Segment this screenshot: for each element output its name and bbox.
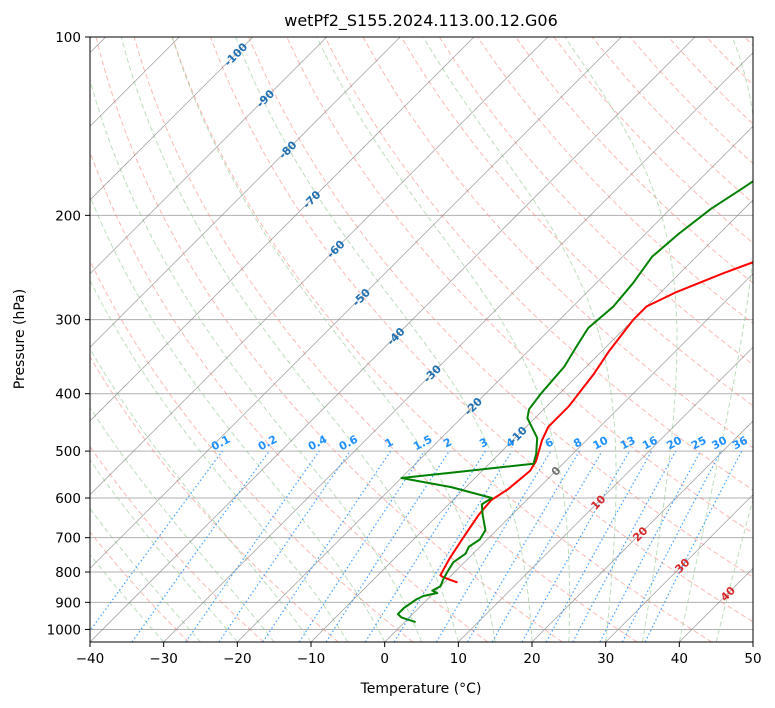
- mixing-ratio-line: [435, 450, 552, 642]
- y-tick-label: 900: [55, 595, 81, 611]
- y-tick-label: 1000: [47, 622, 81, 638]
- x-axis: −40 −30 −20 −10 0 10 20 30 40 50: [76, 642, 762, 667]
- isotherm: [90, 37, 548, 496]
- y-tick-label: 500: [55, 444, 81, 460]
- y-tick-label: 600: [55, 491, 81, 507]
- dry-adiabat: [553, 37, 753, 244]
- y-tick-label: 100: [55, 30, 81, 46]
- isotherm: [531, 420, 753, 642]
- isotherm: [90, 37, 475, 422]
- mixing-ratio-label: 25: [689, 434, 709, 453]
- dry-adiabat: [248, 37, 753, 578]
- moist-adiabat: [316, 37, 571, 642]
- dry-adiabat: [400, 37, 753, 407]
- moist-adiabat: [564, 37, 678, 642]
- x-tick-label: 30: [597, 651, 614, 667]
- dry-adiabat: [477, 37, 753, 325]
- dry-adiabat: [133, 37, 638, 642]
- x-tick-label: −20: [223, 651, 252, 667]
- x-tick-label: 40: [671, 651, 688, 667]
- mixing-ratio-line: [466, 450, 580, 642]
- mixing-ratio-label: 16: [640, 434, 660, 453]
- y-tick-label: 800: [55, 565, 81, 581]
- y-tick-label: 700: [55, 531, 81, 547]
- isotherm: [310, 199, 753, 642]
- dry-adiabat: [95, 37, 563, 642]
- mixing-ratio-line: [393, 450, 513, 642]
- moist-adiabat: [678, 37, 753, 642]
- dry-adiabat: [591, 37, 753, 204]
- mixing-ratio-line: [521, 450, 631, 642]
- dry-adiabat: [171, 37, 712, 642]
- dry-adiabat: [90, 531, 190, 642]
- dry-adiabat: [438, 37, 753, 365]
- profiles: [396, 180, 753, 624]
- mixing-ratio-line: [90, 450, 223, 632]
- x-tick-label: 0: [380, 651, 389, 667]
- mixing-ratio-label: 20: [664, 434, 684, 453]
- y-axis-title: Pressure (hPa): [12, 289, 28, 389]
- mixing-ratio-label: 36: [730, 434, 750, 453]
- moist-adiabat: [90, 195, 386, 642]
- mixing-ratio-label: 10: [591, 434, 611, 453]
- moist-adiabat: [235, 37, 533, 642]
- mixing-ratio-label: 13: [618, 434, 638, 453]
- moist-adiabat: [171, 37, 496, 642]
- isotherm: [90, 37, 254, 201]
- y-tick-label: 300: [55, 313, 81, 329]
- dewpoint-profile: [396, 180, 753, 624]
- x-tick-label: −30: [149, 651, 178, 667]
- moist-adiabat: [90, 459, 238, 642]
- moist-adiabat: [715, 497, 753, 642]
- x-tick-label: 10: [450, 651, 467, 667]
- dry-adiabat: [210, 37, 753, 623]
- reference-lines: [90, 37, 753, 642]
- mixing-ratio-line: [572, 450, 677, 642]
- y-tick-label: 400: [55, 387, 81, 403]
- temperature-profile: [439, 261, 753, 584]
- mixing-ratio-line: [131, 450, 270, 642]
- mixing-ratio-line: [491, 450, 603, 642]
- x-tick-label: −10: [297, 651, 326, 667]
- y-tick-label: 200: [55, 208, 81, 224]
- mixing-ratio-label: 30: [710, 434, 730, 453]
- x-tick-label: 20: [523, 651, 540, 667]
- isotherm: [163, 52, 753, 642]
- dry-adiabat: [90, 259, 414, 642]
- isotherm: [237, 125, 753, 642]
- x-tick-label: 50: [744, 651, 761, 667]
- isotherm: [605, 494, 753, 642]
- isotherm: [458, 346, 753, 642]
- dry-adiabat: [286, 37, 753, 534]
- plot-frame: [89, 36, 754, 643]
- isotherm: [90, 37, 696, 642]
- isotherm: [384, 273, 753, 642]
- mixing-ratio-line: [545, 450, 653, 642]
- mixing-ratio-line: [364, 450, 486, 642]
- isotherm: [90, 37, 622, 569]
- moist-adiabat: [90, 406, 275, 642]
- chart-title: wetPf2_S155.2024.113.00.12.G06: [284, 11, 558, 31]
- moist-adiabat: [422, 37, 617, 642]
- y-axis: 100 200 300 400 500 600 700 800 900 1000: [47, 30, 90, 638]
- moist-adiabat: [120, 37, 459, 642]
- isotherm: [90, 37, 401, 348]
- dry-adiabat: [324, 37, 753, 491]
- x-tick-label: −40: [76, 651, 105, 667]
- mixing-ratio-line: [185, 450, 320, 642]
- dry-adiabat: [90, 150, 488, 642]
- x-axis-title: Temperature (°C): [360, 681, 482, 697]
- isotherm: [90, 37, 327, 275]
- mixing-ratio-line: [218, 450, 351, 642]
